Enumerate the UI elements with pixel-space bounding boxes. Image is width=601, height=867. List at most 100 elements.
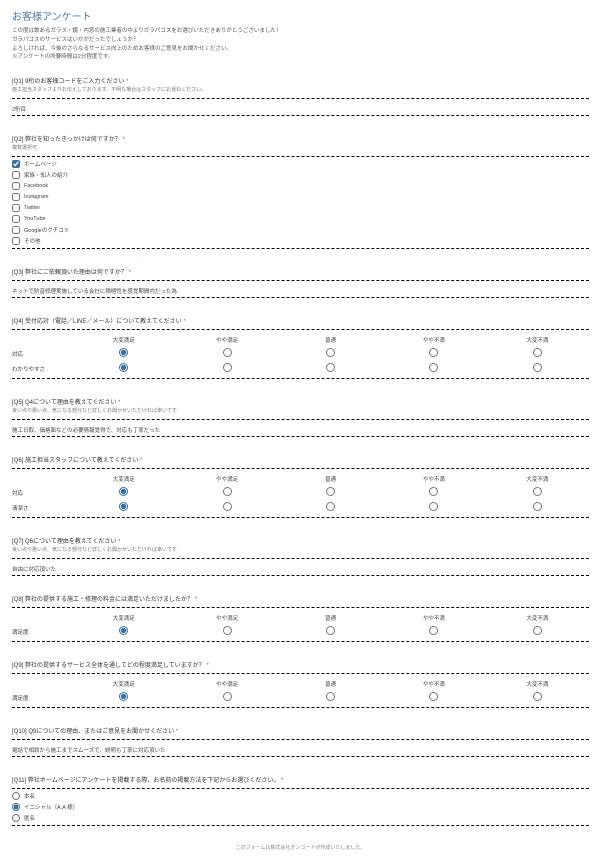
q11-option-0[interactable]: 本名 [12, 792, 589, 800]
radio[interactable] [119, 502, 128, 511]
q4-label: [Q4] 受付応対（電話／LINE／メール）について教えてください * [12, 316, 186, 325]
q7-value: 自由に対応頂いた [12, 565, 589, 573]
radio[interactable] [223, 626, 232, 635]
q4-row-0: 対応 [12, 348, 589, 359]
divider [12, 517, 589, 518]
radio[interactable] [533, 363, 542, 372]
q4-section: [Q4] 受付応対（電話／LINE／メール）について教えてください * x 大変… [12, 316, 589, 379]
q2-option-6[interactable]: Googleのクチコミ [12, 226, 589, 234]
radio[interactable] [12, 803, 20, 811]
divider [12, 436, 589, 437]
radio[interactable] [119, 626, 128, 635]
radio[interactable] [429, 348, 438, 357]
radio[interactable] [119, 487, 128, 496]
q2-option-0[interactable]: ホームページ [12, 160, 589, 168]
checkbox[interactable] [12, 182, 20, 190]
q6-label: [Q6] 施工担当スタッフについて教えてください * [12, 455, 142, 464]
radio[interactable] [429, 626, 438, 635]
radio[interactable] [223, 348, 232, 357]
q2-option-4[interactable]: Twitter [12, 204, 589, 212]
q7-section: [Q7] Q6について理由を教えてください * 良い点や悪い点、気になる部分など… [12, 536, 589, 576]
checkbox[interactable] [12, 193, 20, 201]
checkbox[interactable] [12, 204, 20, 212]
radio[interactable] [429, 363, 438, 372]
radio[interactable] [429, 692, 438, 701]
q9-section: [Q9] 弊社の提供するサービス全体を通してどの程度満足していますか？ * x … [12, 660, 589, 708]
q2-option-1[interactable]: 家族・知人の紹介 [12, 171, 589, 179]
radio[interactable] [429, 487, 438, 496]
intro-text: この度は数あるガラス・鏡・内窓の施工業者の中よりガラパゴスをお選びいただきありが… [12, 27, 589, 62]
divider [12, 280, 589, 281]
q9-matrix: x 大変満足やや満足普通やや不満大変不満 満足度 [12, 680, 589, 703]
q2-option-7[interactable]: その他 [12, 237, 589, 245]
q2-option-3[interactable]: Instagram [12, 193, 589, 201]
divider [12, 707, 589, 708]
radio[interactable] [326, 487, 335, 496]
divider [12, 329, 589, 330]
checkbox[interactable] [12, 237, 20, 245]
radio[interactable] [12, 814, 20, 822]
radio[interactable] [533, 348, 542, 357]
divider [12, 558, 589, 559]
radio[interactable] [12, 792, 20, 800]
q5-sub: 良い点や悪い点、気になる部分など詳しくお聞かせいただければ幸いです [12, 408, 589, 415]
divider [12, 378, 589, 379]
q8-matrix: x 大変満足やや満足普通やや不満大変不満 満足度 [12, 614, 589, 637]
q11-label: [Q11] 弊社ホームページにアンケートを掲載する際、お名前の掲載方法を下記から… [12, 775, 283, 784]
q4-matrix: x 大変満足やや満足普通やや不満大変不満 対応 わかりやすさ [12, 336, 589, 374]
checkbox[interactable] [12, 171, 20, 179]
q2-option-2[interactable]: Facebook [12, 182, 589, 190]
q6-row-1: 清潔さ [12, 502, 589, 513]
radio[interactable] [533, 626, 542, 635]
radio[interactable] [119, 348, 128, 357]
divider [12, 641, 589, 642]
radio[interactable] [119, 363, 128, 372]
radio[interactable] [326, 363, 335, 372]
divider [12, 788, 589, 789]
q5-label: [Q5] Q4について理由を教えてください * [12, 397, 120, 406]
radio[interactable] [533, 692, 542, 701]
checkbox[interactable] [12, 215, 20, 223]
divider [12, 825, 589, 826]
q2-sub: 複数選択可 [12, 145, 589, 152]
q1-section: [Q1] 9桁のお客様コードをご入力ください * 施工担当スタッフよりお伝えして… [12, 76, 589, 116]
q3-label: [Q3] 弊社にご依頼頂いた理由は何ですか？ * [12, 267, 131, 276]
q3-section: [Q3] 弊社にご依頼頂いた理由は何ですか？ * ネットで防音修理実施している会… [12, 267, 589, 298]
footer-text: このフォームは株式会社オンコードが作成いたしました。 [12, 844, 589, 859]
divider [12, 248, 589, 249]
q10-value: 電話で相談から施工までスムーズで、説明も丁寧に対応頂いた [12, 746, 589, 754]
radio[interactable] [326, 502, 335, 511]
q6-matrix: x 大変満足やや満足普通やや不満大変不満 対応 清潔さ [12, 475, 589, 513]
checkbox[interactable] [12, 160, 20, 168]
radio[interactable] [223, 692, 232, 701]
divider [12, 419, 589, 420]
radio[interactable] [223, 363, 232, 372]
q11-option-2[interactable]: 匿名 [12, 814, 589, 822]
q1-sub: 施工担当スタッフよりお伝えしております。不明な場合はスタッフにお尋ねください。 [12, 87, 589, 94]
q3-value: ネットで防音修理実施している会社に積極性を感覚期間内だった為 [12, 287, 589, 295]
q5-value: 施工日取、価格面などの必要情報覚得で、対応も丁寧だった [12, 426, 589, 434]
q7-label: [Q7] Q6について理由を教えてください * [12, 536, 120, 545]
radio[interactable] [533, 502, 542, 511]
radio[interactable] [326, 348, 335, 357]
q10-label: [Q10] Q9についての理由、またはご意見をお聞かせください * [12, 726, 178, 735]
radio[interactable] [533, 487, 542, 496]
divider [12, 115, 589, 116]
q6-section: [Q6] 施工担当スタッフについて教えてください * x 大変満足やや満足普通や… [12, 455, 589, 518]
checkbox[interactable] [12, 226, 20, 234]
q2-section: [Q2] 弊社を知ったきっかけは何ですか？ * 複数選択可 ホームページ 家族・… [12, 134, 589, 249]
q11-option-1[interactable]: イニシャル（A.A 様） [12, 803, 589, 811]
radio[interactable] [429, 502, 438, 511]
q2-option-5[interactable]: YouTube [12, 215, 589, 223]
radio[interactable] [223, 502, 232, 511]
radio[interactable] [223, 487, 232, 496]
radio[interactable] [326, 692, 335, 701]
q1-label: [Q1] 9桁のお客様コードをご入力ください * [12, 76, 128, 85]
radio[interactable] [119, 692, 128, 701]
q9-row-0: 満足度 [12, 692, 589, 703]
radio[interactable] [326, 626, 335, 635]
divider [12, 673, 589, 674]
q10-section: [Q10] Q9についての理由、またはご意見をお聞かせください * 電話で相談か… [12, 726, 589, 757]
q9-label: [Q9] 弊社の提供するサービス全体を通してどの程度満足していますか？ * [12, 660, 209, 669]
divider [12, 468, 589, 469]
